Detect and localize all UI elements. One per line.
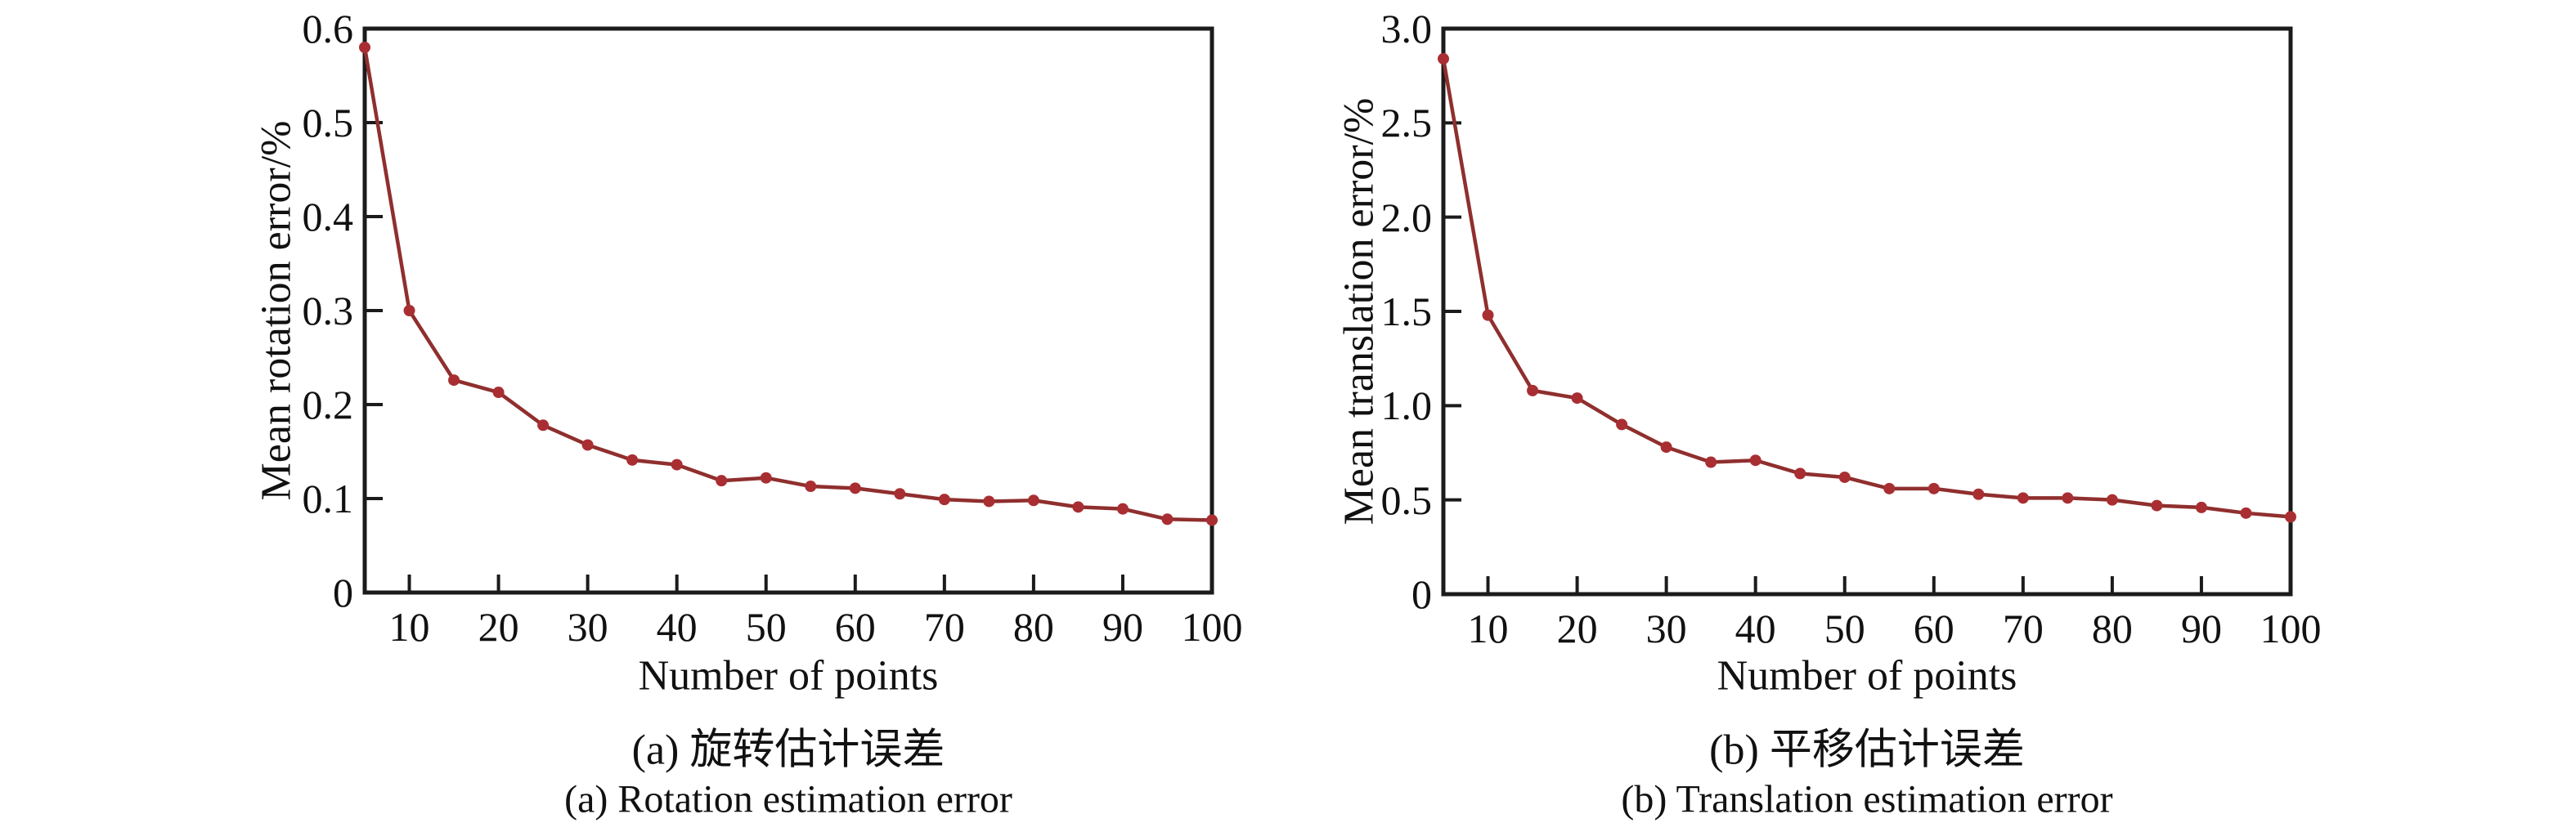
- rotation-error-x-tick-label: 50: [745, 604, 787, 650]
- translation-error-y-tick-label: 1.0: [1380, 382, 1433, 429]
- rotation-error-marker: [983, 495, 995, 508]
- translation-error-marker: [1838, 471, 1851, 483]
- rotation-error-x-tick-label: 90: [1102, 604, 1143, 650]
- translation-error-marker: [2285, 511, 2296, 523]
- translation-error-marker: [2062, 492, 2074, 504]
- rotation-error-marker: [626, 454, 639, 466]
- rotation-error-marker: [760, 472, 772, 484]
- translation-error-marker: [1482, 309, 1494, 321]
- translation-x-axis-title: Number of points: [1717, 652, 2017, 700]
- rotation-error-x-tick-label: 80: [1012, 604, 1054, 650]
- translation-error-marker: [2151, 499, 2163, 512]
- rotation-error-x-tick-label: 20: [478, 604, 519, 650]
- translation-error-marker: [1794, 467, 1806, 480]
- rotation-error-marker: [938, 494, 950, 506]
- rotation-error-marker: [1206, 514, 1218, 526]
- rotation-error-y-tick-label: 0: [333, 570, 353, 615]
- translation-error-plot-frame: [1441, 26, 2293, 597]
- translation-error-y-tick-label: 2.0: [1380, 194, 1433, 240]
- rotation-caption-en: (a) Rotation estimation error: [564, 777, 1012, 821]
- translation-error-x-tick-label: 90: [2180, 606, 2222, 651]
- translation-error-x-tick-label: 100: [2260, 606, 2322, 651]
- rotation-error-marker: [537, 419, 550, 432]
- rotation-error-y-tick-label: 0.3: [302, 288, 354, 333]
- translation-error-x-tick-label: 20: [1556, 606, 1598, 651]
- rotation-error-marker: [492, 387, 505, 399]
- translation-error-y-tick-label: 2.5: [1380, 100, 1433, 146]
- rotation-error-y-tick-label: 0.1: [302, 476, 354, 521]
- rotation-error-y-tick-label: 0.6: [302, 6, 354, 51]
- translation-error-y-tick-label: 0.5: [1380, 476, 1433, 523]
- rotation-error-x-tick-label: 100: [1181, 604, 1243, 650]
- rotation-error-marker: [1161, 513, 1174, 526]
- rotation-error-marker: [1027, 494, 1039, 507]
- translation-error-marker: [1527, 384, 1539, 396]
- translation-error-marker: [1616, 418, 1628, 431]
- rotation-error-marker: [671, 458, 683, 471]
- rotation-error-marker: [581, 439, 594, 451]
- translation-error-marker: [1928, 482, 1940, 494]
- translation-error-marker: [1749, 454, 1761, 467]
- rotation-error-x-tick-label: 10: [388, 604, 430, 650]
- rotation-x-axis-title: Number of points: [638, 652, 939, 700]
- translation-error-marker: [2195, 501, 2207, 513]
- translation-error-marker: [2017, 492, 2029, 504]
- translation-caption-zh: (b) 平移估计误差: [1709, 727, 2025, 774]
- translation-caption-en: (b) Translation estimation error: [1621, 777, 2113, 821]
- rotation-error-marker: [359, 42, 370, 53]
- rotation-error-marker: [1072, 501, 1084, 513]
- rotation-error-y-tick-label: 0.4: [302, 194, 354, 239]
- translation-error-x-tick-label: 80: [2091, 606, 2133, 651]
- rotation-caption-zh: (a) 旋转估计误差: [631, 727, 945, 774]
- rotation-error-marker: [716, 475, 728, 487]
- rotation-error-x-tick-label: 30: [567, 604, 608, 650]
- translation-error-x-tick-label: 70: [2002, 606, 2044, 651]
- translation-error-marker: [2240, 507, 2252, 519]
- translation-error-x-tick-label: 40: [1735, 606, 1776, 651]
- rotation-error-marker: [403, 305, 415, 316]
- rotation-error-marker: [448, 374, 460, 387]
- rotation-error-y-tick-label: 0.2: [302, 382, 354, 427]
- translation-error-marker: [1705, 456, 1717, 468]
- rotation-error-marker: [1116, 503, 1129, 515]
- translation-error-x-tick-label: 30: [1645, 606, 1687, 651]
- translation-error-x-tick-label: 50: [1824, 606, 1865, 651]
- translation-error-y-tick-label: 3.0: [1380, 6, 1433, 51]
- translation-error-marker: [1883, 482, 1896, 494]
- rotation-error-x-tick-label: 60: [834, 604, 876, 650]
- rotation-error-y-tick-label: 0.5: [302, 100, 354, 145]
- rotation-error-marker: [805, 481, 817, 493]
- translation-error-marker: [1438, 52, 1449, 65]
- rotation-error-marker: [894, 488, 906, 500]
- translation-error-y-tick-label: 0: [1411, 571, 1432, 617]
- translation-error-curve: [1441, 58, 2291, 519]
- translation-error-marker: [1660, 441, 1672, 454]
- rotation-error-x-tick-label: 40: [656, 604, 698, 650]
- translation-error-marker: [1972, 488, 1985, 500]
- rotation-error-marker: [849, 482, 861, 494]
- translation-error-x-tick-label: 10: [1467, 606, 1509, 651]
- rotation-error-x-tick-label: 70: [923, 604, 965, 650]
- translation-error-marker: [1571, 392, 1583, 405]
- translation-error-x-tick-label: 60: [1913, 606, 1954, 651]
- translation-error-marker: [2106, 494, 2118, 506]
- rotation-error-curve: [362, 47, 1213, 522]
- translation-error-y-tick-label: 1.5: [1380, 289, 1433, 334]
